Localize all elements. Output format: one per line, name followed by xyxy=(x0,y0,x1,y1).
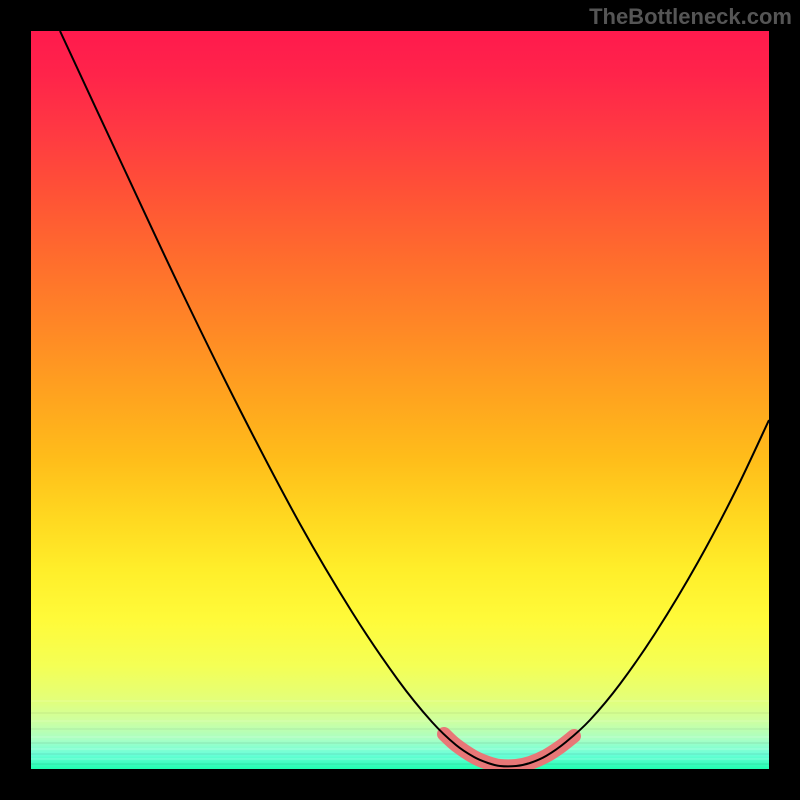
gradient-background xyxy=(31,31,769,769)
bottleneck-chart xyxy=(0,0,800,800)
chart-canvas: TheBottleneck.com xyxy=(0,0,800,800)
watermark-text: TheBottleneck.com xyxy=(589,4,792,30)
